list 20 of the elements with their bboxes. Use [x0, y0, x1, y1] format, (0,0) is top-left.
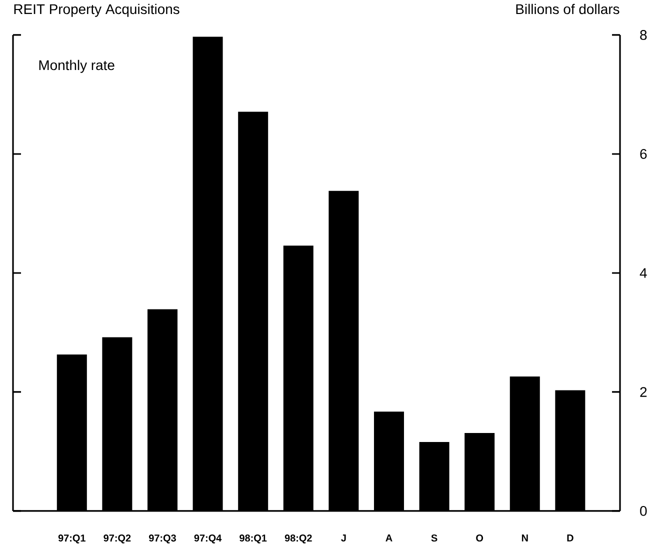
- y-tick-label: 0: [640, 506, 647, 516]
- x-tick-label: D: [567, 534, 574, 542]
- x-tick-label: 97:Q4: [194, 534, 222, 544]
- x-tick-label: O: [476, 534, 484, 542]
- x-tick-label: 98:Q2: [284, 534, 312, 544]
- y-tick-label: 8: [640, 30, 647, 40]
- x-tick-label: 98:Q1: [240, 534, 267, 544]
- text: Monthly rate: [39, 60, 114, 73]
- y-tick-label: 2: [640, 387, 647, 397]
- y-axis-title: Billions of dollars: [516, 4, 620, 14]
- x-tick-label: 97:Q2: [104, 534, 131, 544]
- x-tick-label: J: [341, 534, 346, 542]
- y-tick-label: 4: [640, 268, 647, 278]
- x-tick-label: N: [522, 534, 528, 542]
- y-tick-label: 6: [640, 149, 647, 159]
- chart-title: REIT Property Acquisitions: [14, 4, 180, 17]
- x-tick-label: 97:Q3: [148, 534, 176, 544]
- x-tick-label: 97:Q1: [58, 534, 86, 544]
- x-tick-label: S: [431, 534, 438, 542]
- x-tick-label: A: [386, 534, 392, 542]
